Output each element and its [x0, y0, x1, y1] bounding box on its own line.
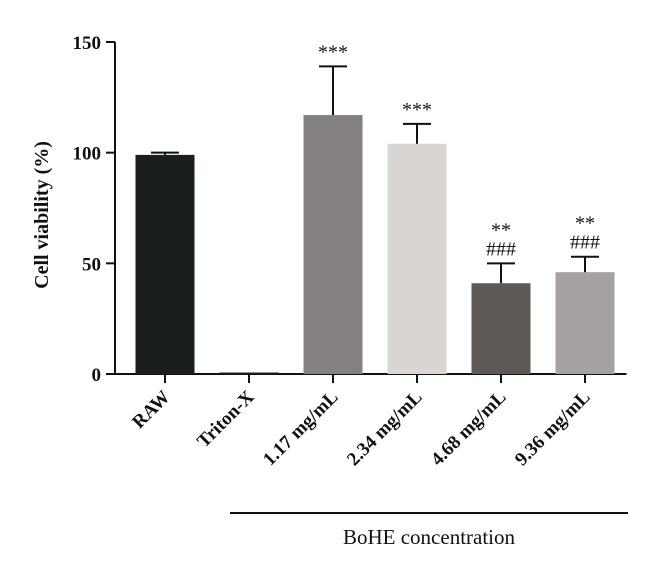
y-tick-label: 150 — [73, 33, 102, 54]
bar — [219, 372, 279, 374]
significance-marker: *** — [318, 41, 348, 63]
significance-marker: *** — [402, 99, 432, 121]
significance-marker: ### — [486, 238, 516, 260]
group-label: BoHE concentration — [343, 525, 516, 549]
bar — [555, 272, 615, 374]
y-tick-label: 100 — [73, 144, 102, 165]
significance-marker: ### — [570, 232, 600, 254]
y-tick-label: 50 — [82, 254, 101, 275]
x-tick-label: 9.36 mg/mL — [511, 387, 595, 471]
bar — [303, 115, 363, 374]
y-axis-label: Cell viability (%) — [31, 141, 53, 289]
category-labels: RAW Triton-X 1.17 mg/mL 2.34 mg/mL 4.68 mg/m… — [128, 386, 594, 470]
x-tick-label: RAW — [128, 387, 174, 433]
bar — [135, 154, 195, 374]
x-tick-label: Triton-X — [193, 386, 259, 452]
x-tick-label: 1.17 mg/mL — [259, 387, 343, 471]
bars-group: ******###**###** — [135, 41, 615, 374]
significance-marker: ** — [575, 213, 595, 235]
bar — [471, 283, 531, 374]
bar — [387, 143, 447, 374]
y-axis: 0 50 100 150 — [73, 33, 627, 386]
significance-marker: ** — [491, 219, 511, 241]
x-tick-label: 2.34 mg/mL — [343, 387, 427, 471]
x-tick-label: 4.68 mg/mL — [427, 387, 511, 471]
y-tick-label: 0 — [92, 365, 102, 386]
